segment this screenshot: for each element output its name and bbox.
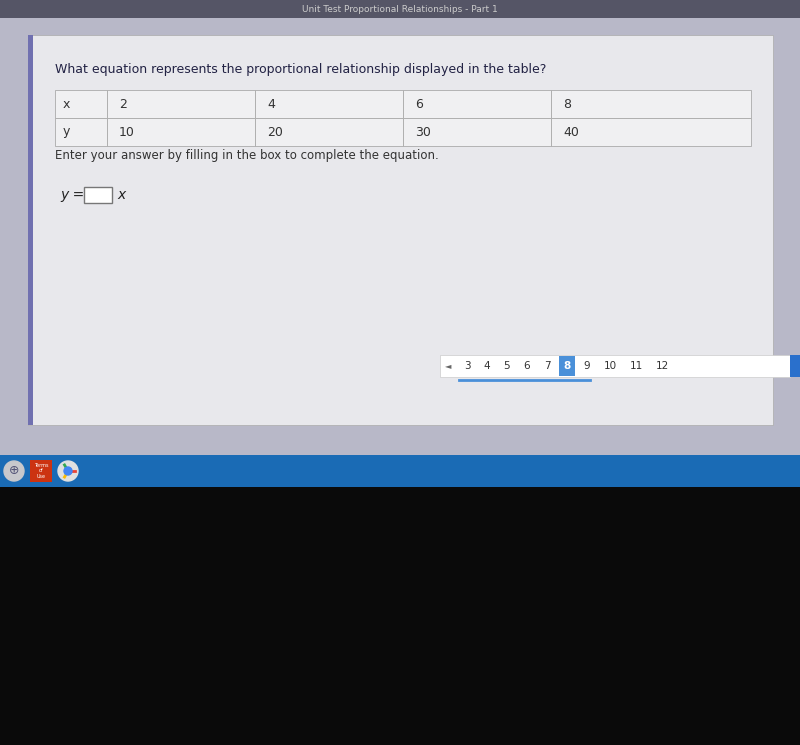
Text: 4: 4 xyxy=(267,98,275,110)
Bar xyxy=(0,0,800,470)
Text: Terms
of
Use: Terms of Use xyxy=(34,463,48,479)
Text: Enter your answer by filling in the box to complete the equation.: Enter your answer by filling in the box … xyxy=(55,148,438,162)
Bar xyxy=(28,35,33,425)
Text: ⊕: ⊕ xyxy=(9,464,19,478)
Text: x: x xyxy=(63,98,70,110)
Bar xyxy=(255,118,403,146)
Text: Unit Test Proportional Relationships - Part 1: Unit Test Proportional Relationships - P… xyxy=(302,4,498,13)
Text: 10: 10 xyxy=(603,361,617,371)
Text: What equation represents the proportional relationship displayed in the table?: What equation represents the proportiona… xyxy=(55,63,546,77)
Text: 5: 5 xyxy=(504,361,510,371)
Text: 40: 40 xyxy=(563,125,579,139)
Bar xyxy=(55,90,107,118)
Circle shape xyxy=(58,461,78,481)
Bar xyxy=(107,90,255,118)
Text: 8: 8 xyxy=(563,98,571,110)
Bar xyxy=(403,118,551,146)
Bar xyxy=(551,90,751,118)
Bar xyxy=(440,355,790,377)
Text: 30: 30 xyxy=(415,125,431,139)
Bar xyxy=(790,355,800,377)
Text: x: x xyxy=(117,188,126,202)
Circle shape xyxy=(64,467,72,475)
Circle shape xyxy=(4,461,24,481)
Bar xyxy=(403,90,551,118)
Text: 12: 12 xyxy=(655,361,669,371)
Text: 10: 10 xyxy=(119,125,135,139)
Bar xyxy=(0,455,800,487)
Bar xyxy=(0,0,800,18)
Text: 6: 6 xyxy=(524,361,530,371)
Text: ◄: ◄ xyxy=(445,361,451,370)
Text: 20: 20 xyxy=(267,125,283,139)
Bar xyxy=(55,118,107,146)
Text: 2: 2 xyxy=(119,98,127,110)
Text: y =: y = xyxy=(60,188,84,202)
Bar xyxy=(28,35,773,425)
Bar xyxy=(559,356,575,376)
Text: 11: 11 xyxy=(630,361,642,371)
Bar xyxy=(30,460,52,482)
Text: 8: 8 xyxy=(563,361,570,371)
Text: 9: 9 xyxy=(584,361,590,371)
Text: 4: 4 xyxy=(484,361,490,371)
Text: 7: 7 xyxy=(544,361,550,371)
Bar xyxy=(551,118,751,146)
Bar xyxy=(255,90,403,118)
Bar xyxy=(107,118,255,146)
Text: 6: 6 xyxy=(415,98,423,110)
Bar xyxy=(84,187,112,203)
Text: 3: 3 xyxy=(464,361,470,371)
Text: y: y xyxy=(63,125,70,139)
